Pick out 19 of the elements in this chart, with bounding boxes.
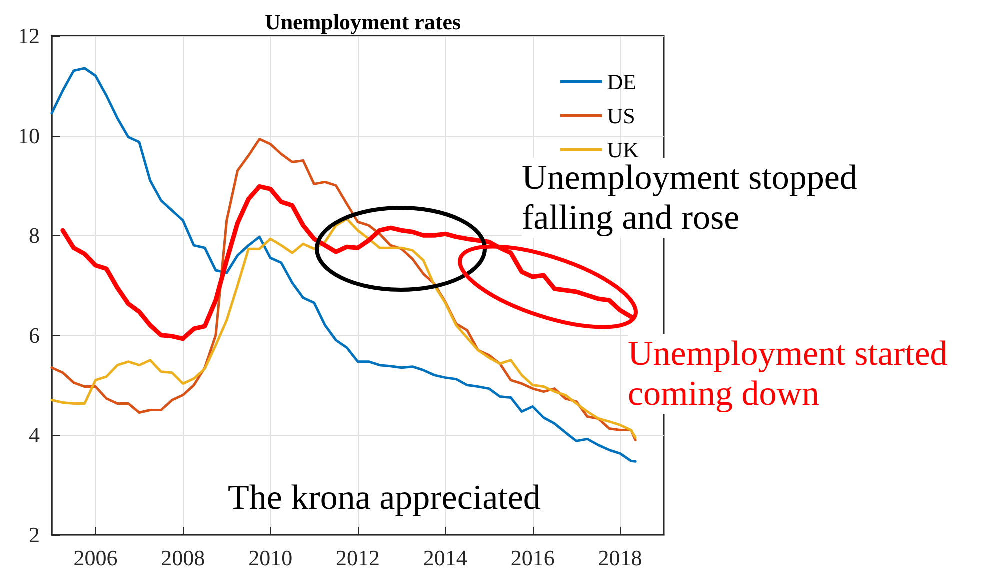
annotation: Unemployment started coming down	[628, 334, 996, 414]
annotation: The krona appreciated	[228, 478, 542, 518]
legend-label: US	[607, 104, 636, 128]
y-tick-label: 12	[18, 24, 40, 48]
x-tick-label: 2008	[161, 546, 206, 570]
x-tick-label: 2016	[510, 546, 555, 570]
chart-title: Unemployment rates	[264, 10, 462, 34]
x-tick-label: 2010	[248, 546, 293, 570]
annotation: Unemployment stopped falling and rose	[522, 158, 922, 238]
legend-label: DE	[607, 70, 637, 94]
x-tick-label: 2006	[74, 546, 118, 570]
y-tick-label: 2	[29, 522, 40, 548]
x-tick-label: 2014	[423, 546, 468, 570]
y-tick-label: 6	[29, 322, 40, 348]
y-tick-label: 8	[29, 223, 40, 248]
x-tick-label: 2012	[336, 546, 380, 570]
y-tick-label: 10	[18, 123, 40, 148]
x-tick-label: 2018	[598, 546, 642, 570]
y-tick-label: 4	[29, 422, 40, 448]
